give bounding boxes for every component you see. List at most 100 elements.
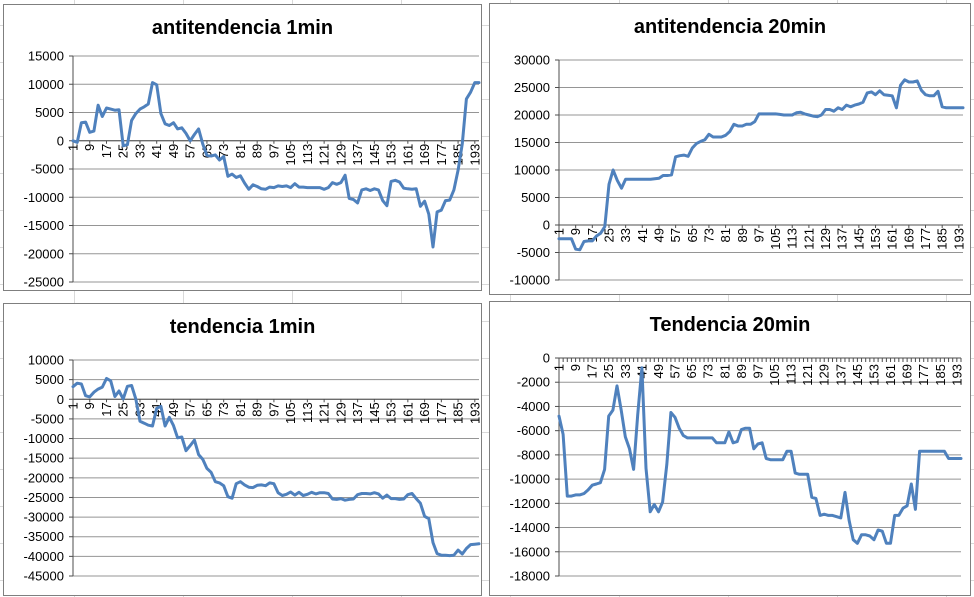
svg-text:145: 145	[367, 402, 382, 424]
svg-text:81: 81	[233, 144, 248, 158]
svg-text:-25000: -25000	[24, 490, 64, 505]
svg-text:129: 129	[817, 364, 832, 386]
svg-text:-20000: -20000	[24, 470, 64, 485]
svg-text:-14000: -14000	[510, 520, 550, 535]
svg-text:-35000: -35000	[24, 529, 64, 544]
svg-text:113: 113	[300, 402, 315, 423]
svg-text:49: 49	[166, 144, 181, 158]
svg-text:-5000: -5000	[517, 245, 550, 260]
svg-text:73: 73	[216, 144, 231, 158]
svg-text:169: 169	[900, 364, 915, 386]
svg-text:153: 153	[384, 144, 399, 166]
svg-text:153: 153	[868, 228, 883, 250]
svg-text:17: 17	[585, 364, 600, 378]
svg-text:121: 121	[317, 402, 332, 424]
svg-text:-10000: -10000	[510, 472, 550, 487]
svg-text:161: 161	[883, 364, 898, 386]
chart-plot-tendencia-20min: 0 -2000 -4000 -6000 -8000 -10000 -12000 -14000 -…	[510, 351, 965, 584]
svg-text:33: 33	[618, 364, 633, 378]
svg-text:25: 25	[116, 144, 131, 158]
svg-text:129: 129	[333, 402, 348, 424]
svg-text:153: 153	[866, 364, 881, 386]
svg-text:81: 81	[233, 402, 248, 416]
svg-text:-5000: -5000	[31, 162, 64, 177]
svg-text:-4000: -4000	[517, 399, 550, 414]
svg-text:-40000: -40000	[24, 549, 64, 564]
svg-text:49: 49	[651, 228, 666, 242]
svg-text:-16000: -16000	[510, 544, 550, 559]
svg-text:0: 0	[543, 218, 550, 233]
chart-tendencia-1min[interactable]: tendencia 1min 10000 5000 0 -5000 -10000 -150…	[3, 303, 482, 596]
svg-text:25: 25	[116, 402, 131, 416]
svg-text:153: 153	[384, 402, 399, 424]
svg-text:5000: 5000	[35, 372, 64, 387]
svg-text:81: 81	[718, 228, 733, 242]
svg-text:1: 1	[552, 228, 567, 235]
svg-text:0: 0	[57, 392, 64, 407]
svg-text:97: 97	[266, 402, 281, 416]
svg-text:25: 25	[601, 228, 616, 242]
svg-text:33: 33	[132, 144, 147, 158]
chart-plot-antitendencia-20min: 30000 25000 20000 15000 10000 5000 0 -5000 -1000…	[510, 53, 967, 288]
svg-text:9: 9	[568, 228, 583, 235]
svg-text:177: 177	[918, 228, 933, 250]
svg-text:-15000: -15000	[24, 218, 64, 233]
svg-text:177: 177	[916, 364, 931, 386]
svg-text:113: 113	[300, 144, 315, 165]
svg-text:-6000: -6000	[517, 423, 550, 438]
svg-text:15000: 15000	[28, 49, 64, 64]
svg-text:-45000: -45000	[24, 569, 64, 584]
svg-text:0: 0	[543, 351, 550, 366]
svg-text:193: 193	[467, 144, 482, 166]
svg-text:65: 65	[684, 364, 699, 378]
svg-text:193: 193	[951, 228, 966, 250]
svg-text:161: 161	[400, 144, 415, 166]
svg-text:121: 121	[317, 144, 332, 166]
svg-text:129: 129	[333, 144, 348, 166]
svg-text:1: 1	[66, 144, 81, 151]
svg-text:161: 161	[400, 402, 415, 424]
svg-text:-10000: -10000	[24, 431, 64, 446]
svg-text:10000: 10000	[28, 353, 64, 368]
svg-text:177: 177	[434, 402, 449, 424]
svg-text:-12000: -12000	[510, 496, 550, 511]
svg-text:113: 113	[785, 228, 800, 249]
chart-antitendencia-20min[interactable]: antitendencia 20min 30000 25000 20000 15000…	[489, 3, 971, 295]
svg-text:73: 73	[701, 228, 716, 242]
svg-text:17: 17	[99, 402, 114, 416]
svg-text:105: 105	[283, 144, 298, 166]
svg-text:73: 73	[701, 364, 716, 378]
svg-text:137: 137	[833, 364, 848, 386]
svg-text:10000: 10000	[514, 163, 550, 178]
svg-text:169: 169	[417, 144, 432, 166]
svg-text:161: 161	[885, 228, 900, 250]
svg-text:97: 97	[751, 228, 766, 242]
svg-text:0: 0	[57, 133, 64, 148]
chart-tendencia-20min[interactable]: Tendencia 20min 0 -2000 -4000 -6000 -8000 -10…	[489, 301, 971, 596]
svg-text:-25000: -25000	[24, 275, 64, 290]
svg-text:185: 185	[935, 228, 950, 250]
svg-text:-10000: -10000	[24, 190, 64, 205]
svg-text:129: 129	[818, 228, 833, 250]
svg-text:15000: 15000	[514, 135, 550, 150]
svg-text:137: 137	[835, 228, 850, 250]
svg-text:9: 9	[82, 144, 97, 151]
svg-text:-20000: -20000	[24, 246, 64, 261]
svg-text:105: 105	[767, 364, 782, 386]
svg-text:65: 65	[685, 228, 700, 242]
svg-text:145: 145	[367, 144, 382, 166]
svg-text:193: 193	[467, 402, 482, 424]
svg-text:185: 185	[451, 402, 466, 424]
svg-text:73: 73	[216, 402, 231, 416]
svg-text:89: 89	[734, 364, 749, 378]
svg-text:41: 41	[635, 228, 650, 242]
svg-text:169: 169	[901, 228, 916, 250]
svg-text:20000: 20000	[514, 108, 550, 123]
svg-text:57: 57	[668, 364, 683, 378]
svg-text:57: 57	[668, 228, 683, 242]
svg-text:17: 17	[99, 144, 114, 158]
svg-text:113: 113	[784, 364, 799, 385]
chart-antitendencia-1min[interactable]: antitendencia 1min 15000 10000 5000 0 -5000-…	[3, 4, 482, 291]
svg-text:5000: 5000	[35, 105, 64, 120]
